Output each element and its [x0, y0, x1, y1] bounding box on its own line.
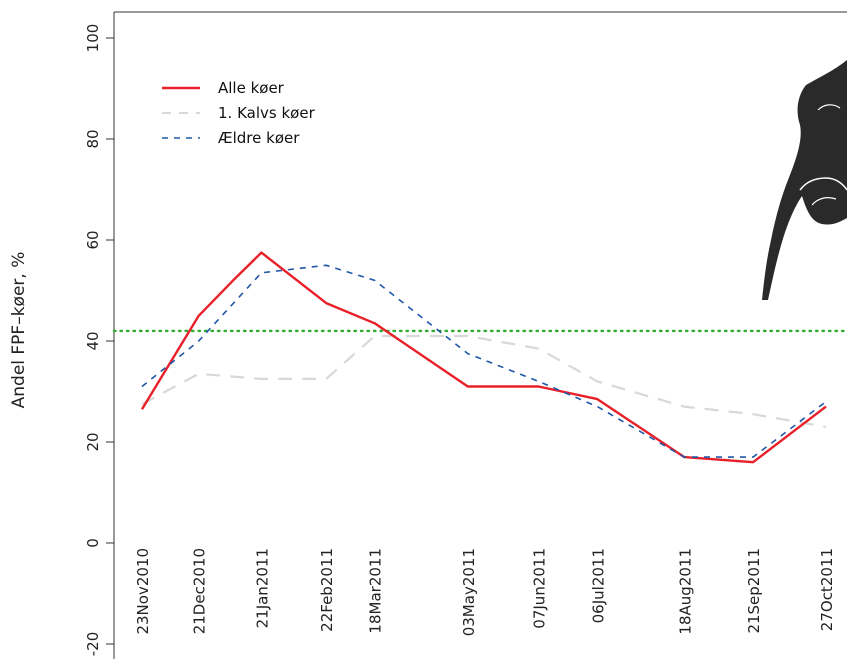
legend-label-aeldre: Ældre køer	[218, 129, 300, 147]
x-tick-label: 06Jul2011	[589, 548, 607, 623]
x-tick-label: 07Jun2011	[531, 548, 549, 629]
legend-label-kalvs: 1. Kalvs køer	[218, 104, 316, 122]
x-axis-labels: 23Nov2010 21Dec2010 21Jan2011 22Feb2011 18Ma…	[134, 548, 836, 636]
plot-frame	[113, 11, 847, 659]
series-layer	[140, 251, 827, 464]
y-tick-label: 80	[84, 129, 102, 148]
series-line-0	[140, 251, 827, 464]
series-line-1	[141, 334, 827, 428]
y-tick-label: 20	[84, 432, 102, 451]
y-axis: -20 0 20 40 60 80 100	[84, 24, 114, 657]
y-tick-label: -20	[84, 632, 102, 657]
x-tick-label: 21Dec2010	[191, 548, 209, 634]
legend: Alle køer 1. Kalvs køer Ældre køer	[162, 79, 316, 147]
x-tick-label: 21Jan2011	[253, 548, 271, 628]
y-tick-label: 60	[84, 230, 102, 249]
series-line-2	[141, 264, 827, 458]
cow-silhouette-icon	[762, 60, 847, 300]
x-tick-label: 21Sep2011	[745, 548, 763, 634]
x-tick-label: 22Feb2011	[318, 548, 336, 632]
x-tick-label: 18Mar2011	[367, 548, 385, 634]
x-tick-label: 27Oct2011	[818, 548, 836, 631]
y-tick-label: 0	[84, 538, 102, 548]
y-tick-label: 40	[84, 331, 102, 350]
x-tick-label: 03May2011	[460, 548, 478, 636]
legend-label-alle: Alle køer	[218, 79, 285, 97]
x-tick-label: 23Nov2010	[134, 548, 152, 635]
x-tick-label: 18Aug2011	[676, 548, 694, 635]
y-axis-title: Andel FPF–køer, %	[9, 252, 29, 409]
y-tick-label: 100	[84, 24, 102, 53]
